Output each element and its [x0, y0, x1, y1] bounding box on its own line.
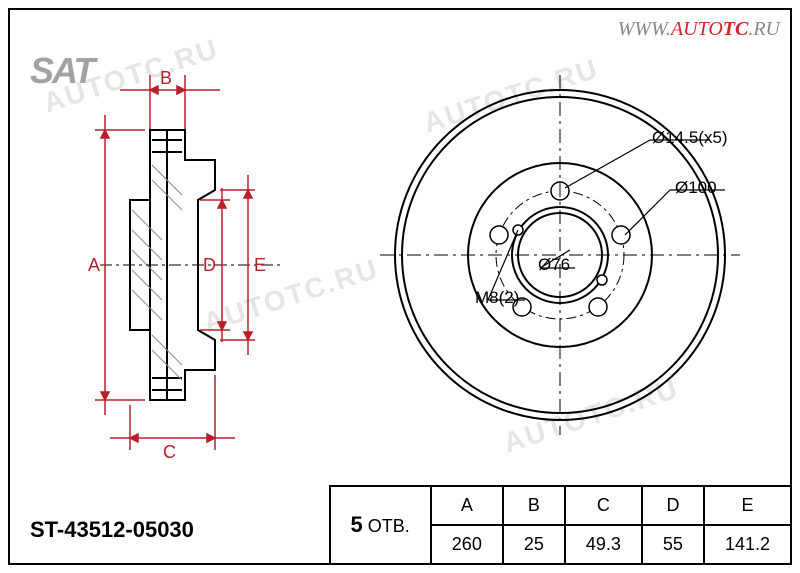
dimensions-table: 5 ОТВ. A B C D E 260 25 49.3 55 141.2: [329, 485, 792, 565]
holes-label: ОТВ.: [368, 516, 410, 536]
url-accent: TC: [723, 18, 749, 40]
table-header-row: 5 ОТВ. A B C D E: [330, 486, 791, 525]
front-view-drawing: Ø14.5(x5) Ø100 Ø76 M8(2): [370, 50, 770, 450]
annot-bolt-holes: Ø14.5(x5): [652, 128, 728, 148]
front-view-svg: [370, 50, 770, 450]
dim-label-b: B: [160, 68, 172, 89]
col-e: E: [704, 486, 791, 525]
part-number: ST-43512-05030: [30, 517, 194, 543]
val-c: 49.3: [565, 525, 642, 564]
dim-label-c: C: [163, 442, 176, 463]
col-d: D: [642, 486, 704, 525]
val-b: 25: [503, 525, 565, 564]
annot-pcd: Ø100: [675, 178, 717, 198]
url-main: AUTO: [671, 18, 723, 40]
site-url: WWW.AUTOTC.RU: [618, 18, 780, 41]
dim-label-a: A: [88, 255, 100, 276]
val-e: 141.2: [704, 525, 791, 564]
holes-cell: 5 ОТВ.: [330, 486, 431, 564]
col-c: C: [565, 486, 642, 525]
url-prefix: WWW.: [618, 18, 671, 40]
side-view-drawing: A B C D E: [60, 60, 320, 460]
url-suffix: .RU: [748, 18, 780, 40]
dim-label-d: D: [203, 255, 216, 276]
annot-center-bore: Ø76: [538, 255, 570, 275]
annot-thread: M8(2): [475, 288, 519, 308]
col-a: A: [431, 486, 503, 525]
dim-label-e: E: [254, 255, 266, 276]
col-b: B: [503, 486, 565, 525]
val-d: 55: [642, 525, 704, 564]
holes-count: 5: [351, 512, 363, 537]
val-a: 260: [431, 525, 503, 564]
